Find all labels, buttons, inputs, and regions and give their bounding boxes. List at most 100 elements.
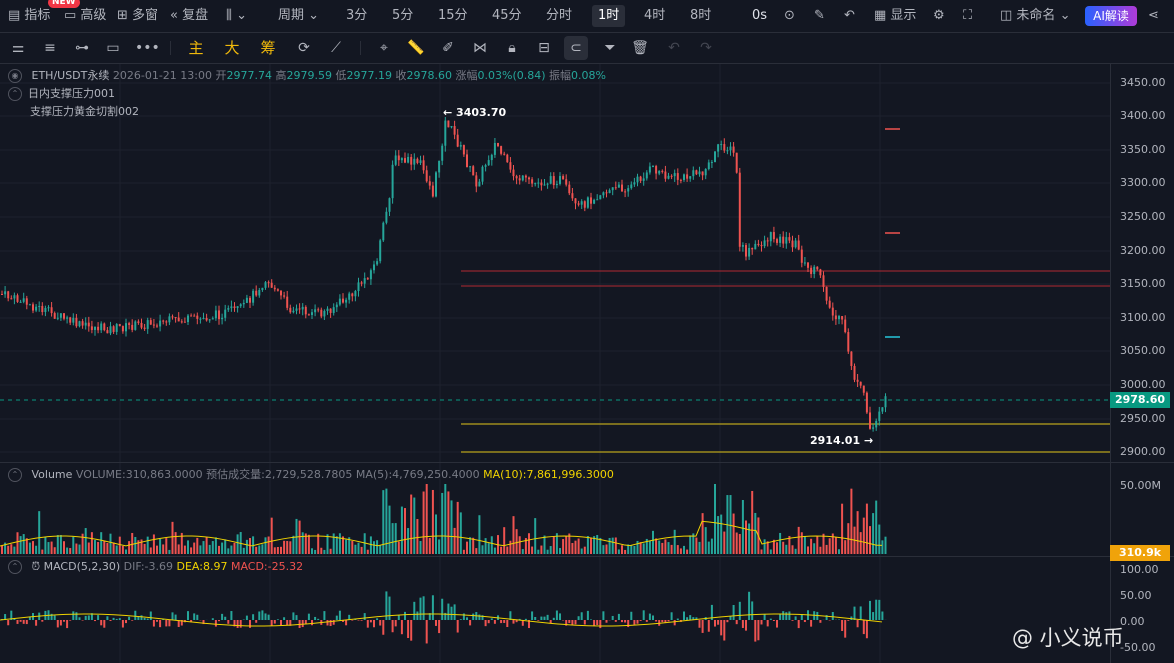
- replay-button[interactable]: « 复盘: [170, 8, 209, 23]
- volume-bar: [493, 547, 496, 554]
- volume-bar: [56, 535, 59, 554]
- alarm-icon[interactable]: ⏰︎: [31, 560, 41, 573]
- volume-bar: [738, 534, 741, 554]
- interval-8h[interactable]: 8时: [690, 8, 712, 23]
- interval-15m[interactable]: 15分: [438, 8, 468, 23]
- period-dropdown[interactable]: 周期 ⌄: [278, 8, 320, 23]
- brush-icon[interactable]: ✐: [442, 40, 454, 56]
- trash-icon[interactable]: 🗑︎: [631, 40, 649, 56]
- volume-bar: [84, 528, 87, 554]
- macd-bar: [128, 616, 131, 620]
- candle-body: [605, 192, 608, 194]
- candle-body: [490, 154, 493, 161]
- volume-bar: [534, 518, 537, 554]
- multi-window-button[interactable]: ⊞ 多窗: [117, 8, 159, 23]
- candle-body: [652, 166, 654, 168]
- interval-1h[interactable]: 1时: [592, 5, 626, 27]
- pattern-icon[interactable]: ⋈: [473, 40, 487, 56]
- settings-icon[interactable]: ⚙: [933, 8, 945, 23]
- volume-bar: [782, 541, 785, 554]
- macd-bar: [121, 620, 124, 628]
- macd-bar: [438, 620, 441, 634]
- overlay-legend-2[interactable]: 支撑压力黄金切割002: [30, 105, 139, 118]
- rectangle-icon[interactable]: ▭: [106, 40, 120, 56]
- sync-icon[interactable]: ⟳: [298, 40, 310, 56]
- menu-icon[interactable]: ≡: [44, 40, 56, 56]
- candle-body: [239, 304, 242, 307]
- candle-body: [819, 269, 822, 276]
- more-tools-icon[interactable]: •••: [135, 40, 160, 56]
- candle-body: [726, 150, 729, 152]
- macd-bar: [357, 620, 360, 621]
- amplitude-value: 0.08%: [571, 69, 606, 82]
- candle-body: [760, 245, 763, 247]
- indicators-button[interactable]: ▤ 指标: [8, 8, 51, 23]
- candle-body: [87, 322, 90, 327]
- candle-body: [772, 232, 775, 240]
- candle-body: [360, 282, 363, 284]
- indicator-settings-icon[interactable]: ⚌: [11, 40, 25, 56]
- volume-bar: [320, 547, 323, 554]
- camera-icon[interactable]: ⊙: [784, 8, 795, 23]
- volume-bar: [245, 539, 248, 554]
- lock-icon[interactable]: 🔒︎: [508, 40, 516, 56]
- volume-bar: [307, 534, 310, 554]
- interval-45m[interactable]: 45分: [492, 8, 522, 23]
- macd-bar: [283, 617, 286, 620]
- candle-type-button[interactable]: ⫼ ⌄: [226, 0, 247, 32]
- layout-dropdown[interactable]: ◫ 未命名 ⌄: [1000, 8, 1071, 23]
- edit-icon[interactable]: ✎: [814, 8, 825, 23]
- interval-time-share[interactable]: 分时: [546, 8, 573, 23]
- main-chart-button[interactable]: 主: [188, 39, 204, 57]
- collapse-icon[interactable]: ⌃: [8, 560, 22, 574]
- interval-3m[interactable]: 3分: [346, 8, 368, 23]
- candle-body: [196, 315, 199, 319]
- macd-bar: [478, 614, 481, 620]
- interval-4h[interactable]: 4时: [644, 8, 666, 23]
- candle-body: [472, 166, 475, 176]
- volume-bar: [599, 537, 602, 554]
- share-icon[interactable]: ⋖: [1148, 8, 1159, 23]
- volume-bar: [645, 538, 648, 554]
- macd-title[interactable]: MACD(5,2,30): [43, 560, 121, 573]
- volume-bar: [648, 540, 651, 554]
- fullscreen-icon[interactable]: ⛶: [963, 8, 973, 23]
- horizontal-line-icon[interactable]: ⊶: [75, 40, 89, 56]
- eye-icon[interactable]: ◉: [8, 69, 22, 83]
- undo-icon[interactable]: ↶: [844, 8, 855, 23]
- volume-bar: [63, 541, 65, 554]
- ai-interpret-button[interactable]: AI解读: [1085, 6, 1137, 26]
- countdown: 0s: [752, 8, 768, 23]
- volume-bar: [205, 536, 208, 554]
- price-chart[interactable]: [0, 64, 1174, 663]
- candle-body: [822, 275, 825, 287]
- volume-bar: [683, 545, 685, 554]
- collapse-icon[interactable]: ⌃: [8, 468, 22, 482]
- candle-body: [128, 323, 131, 325]
- candle-body: [528, 177, 530, 180]
- magnet-icon[interactable]: ⊂: [564, 36, 588, 60]
- chips-button[interactable]: 筹: [260, 39, 276, 57]
- volume-bar: [679, 548, 682, 554]
- interval-5m[interactable]: 5分: [392, 8, 414, 23]
- macd-bar: [345, 620, 348, 626]
- trend-line-icon[interactable]: ⟋: [331, 40, 341, 56]
- volume-bar: [249, 538, 251, 554]
- volume-bar: [528, 533, 530, 554]
- undo-icon[interactable]: ↶: [668, 40, 680, 56]
- note-icon[interactable]: ⊟: [538, 40, 550, 56]
- candle-body: [292, 310, 295, 313]
- redo-icon[interactable]: ↷: [700, 40, 712, 56]
- candle-body: [369, 270, 372, 280]
- collapse-icon[interactable]: ⌃: [8, 87, 22, 101]
- cursor-icon[interactable]: ⌖: [380, 40, 388, 56]
- symbol-name[interactable]: ETH/USDT永续: [31, 69, 110, 82]
- candle-body: [100, 323, 103, 331]
- filter-icon[interactable]: ⏷: [604, 40, 616, 56]
- display-button[interactable]: ▦ 显示: [874, 8, 917, 23]
- volume-bar: [317, 533, 320, 554]
- ruler-icon[interactable]: 📏: [407, 40, 425, 56]
- advanced-button[interactable]: ▭ 高级: [64, 8, 107, 23]
- volume-title[interactable]: Volume: [31, 468, 73, 481]
- big-order-button[interactable]: 大: [224, 39, 240, 57]
